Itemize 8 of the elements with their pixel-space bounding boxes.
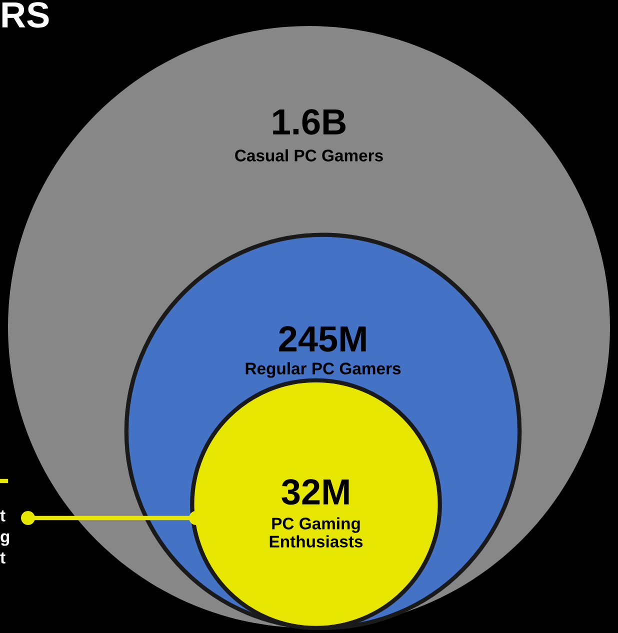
data-label: 245M: [279, 326, 366, 352]
text: t g t: [0, 510, 10, 564]
category-label: Regular PC Gamers: [246, 362, 401, 378]
data-label: 32M: [282, 479, 349, 505]
data-label: 1.6B: [273, 109, 346, 135]
category-label: Casual PC Gamers: [235, 149, 383, 162]
category-label: PC Gaming Enthusiasts: [270, 517, 363, 548]
text: RS: [2, 2, 49, 28]
